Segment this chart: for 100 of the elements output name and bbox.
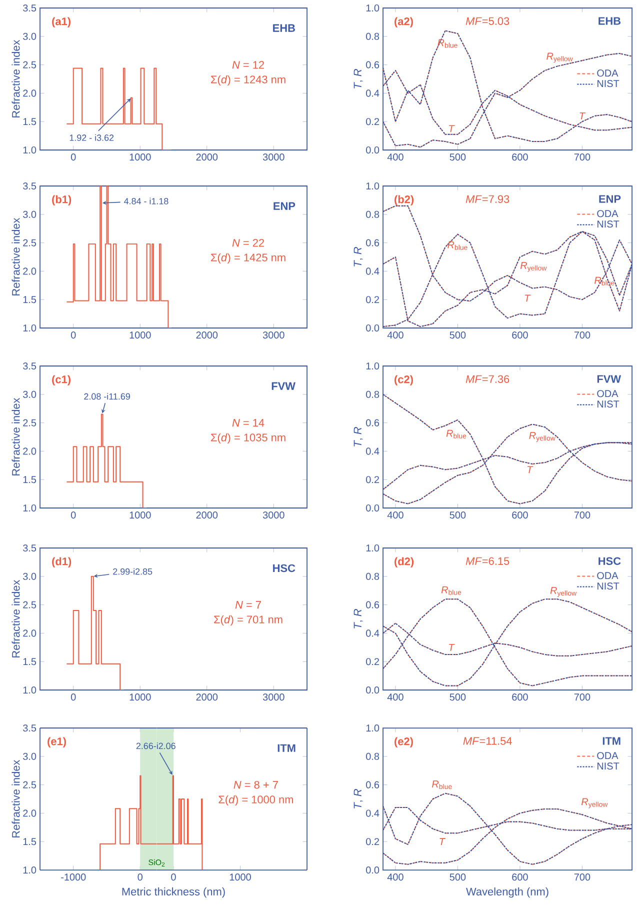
y-tick-label: 0.0 [366, 866, 380, 874]
y-tick-label: 0.4 [366, 630, 380, 637]
x-tick-label: 2000 [196, 154, 218, 161]
x-tick-label: 0 [70, 332, 76, 339]
annotation: Σ(d) = 1243 nm [211, 75, 286, 86]
annotation: (b1) [52, 195, 72, 206]
y-tick-label: 3.0 [23, 572, 36, 580]
x-tick-label: 400 [387, 332, 404, 339]
annotation: HSC [273, 564, 296, 572]
legend-label: NIST [597, 220, 620, 228]
annotation: R$_{blue}$ [594, 276, 614, 286]
annotation: ITM [278, 744, 296, 752]
y-tick-label: 0.6 [366, 601, 380, 608]
y-axis-title: Refractive index [12, 398, 20, 476]
annotation: ENP [599, 195, 621, 203]
x-tick-label: 3000 [262, 332, 284, 339]
annotation: R$_{yellow}$ [546, 52, 573, 63]
y-tick-label: 2.5 [23, 419, 36, 426]
annotation: 4.84 - i1.18 [124, 198, 168, 204]
y-tick-label: 0.2 [366, 296, 379, 304]
x-tick-label: 0 [138, 874, 142, 881]
y-tick-label: 3.5 [23, 4, 36, 12]
annotation: ITM [602, 737, 620, 745]
annotation: R$_{yellow}$ [581, 798, 608, 808]
x-tick-label: 2000 [196, 694, 218, 701]
y-tick-label: 3.0 [23, 390, 36, 398]
x-tick-label: 1000 [130, 512, 151, 519]
annotation: MF=5.03 [466, 17, 510, 25]
x-tick-label: 700 [574, 332, 590, 339]
annotation: N = 14 [232, 419, 264, 427]
y-tick-label: 0.8 [366, 32, 380, 40]
x-tick-label: 600 [512, 332, 528, 339]
y-tick-label: 0.4 [366, 90, 380, 97]
annotation: N = 7 [235, 601, 261, 609]
annotation: R$_{blue}$ [438, 39, 458, 48]
x-axis-title: Metric thickness (nm) [122, 887, 225, 898]
y-tick-label: 2.5 [23, 239, 36, 246]
y-tick-label: 0.4 [366, 810, 380, 817]
x-tick-label: 600 [512, 154, 528, 161]
annotation: N = 12 [232, 60, 264, 69]
annotation: R$_{blue}$ [446, 430, 466, 438]
legend-label: ODA [597, 390, 618, 398]
legend-label: NIST [597, 582, 620, 590]
annotation: MF=6.15 [466, 557, 510, 565]
y-tick-label: 0.8 [366, 572, 380, 580]
x-tick-label: 1000 [130, 694, 151, 701]
x-tick-label: 700 [574, 874, 590, 881]
y-axis-title: T, R [354, 426, 363, 446]
annotation: T [440, 838, 446, 846]
y-tick-label: 1.5 [23, 296, 36, 304]
annotation: FVW [597, 375, 622, 383]
y-axis-title: T, R [354, 246, 363, 266]
y-tick-label: 0.4 [366, 448, 380, 455]
y-tick-label: 0.6 [366, 61, 380, 68]
y-tick-label: 1.5 [23, 838, 36, 846]
annotation: MF=7.93 [466, 195, 510, 203]
y-tick-label: 3.5 [23, 182, 36, 190]
annotation: (d2) [394, 557, 414, 568]
annotation: Σ(d) = 1425 nm [211, 253, 286, 264]
y-tick-label: 2.0 [23, 268, 36, 275]
y-tick-label: 1.5 [23, 476, 36, 484]
y-tick-label: 2.0 [23, 630, 36, 637]
y-tick-label: 2.0 [23, 810, 36, 817]
x-tick-label: 0 [70, 694, 76, 701]
y-tick-label: 0.2 [366, 838, 379, 846]
annotation: 1.92 - i3.62 [70, 134, 114, 141]
x-tick-label: 600 [512, 512, 528, 519]
y-tick-label: 2.0 [23, 90, 36, 97]
annotation: (c2) [394, 375, 413, 386]
annotation: (a2) [394, 17, 413, 28]
annotation: EHB [598, 17, 621, 25]
annotation: R$_{blue}$ [432, 780, 452, 790]
annotation: Σ(d) = 701 nm [214, 615, 282, 626]
annotation: T [449, 644, 455, 651]
y-tick-label: 1.0 [366, 4, 380, 12]
y-tick-label: 1.0 [23, 146, 36, 154]
x-tick-label: 1000 [130, 154, 151, 161]
x-tick-label: 600 [512, 694, 528, 701]
x-tick-label: 3000 [262, 512, 284, 519]
x-tick-label: 400 [387, 512, 404, 519]
x-tick-label: 2000 [196, 332, 218, 339]
annotation: FVW [272, 382, 296, 390]
y-tick-label: 3.0 [23, 210, 36, 218]
annotation: 2.66-i2.06 [136, 742, 176, 750]
y-tick-label: 1.0 [366, 724, 380, 732]
x-tick-label: 1000 [130, 332, 151, 339]
x-tick-label: 500 [450, 512, 466, 519]
annotation: 2.99-i2.85 [113, 568, 152, 575]
legend-label: NIST [597, 762, 620, 770]
y-axis-title: Refractive index [12, 580, 20, 658]
annotation: R$_{yellow}$ [529, 432, 556, 442]
legend-label: ODA [597, 210, 618, 218]
y-tick-label: 0.8 [366, 390, 380, 398]
y-tick-label: 1.0 [366, 182, 380, 190]
y-tick-label: 0.0 [366, 686, 380, 694]
annotation: Σ(d) = 1000 nm [218, 795, 293, 806]
annotation: T [527, 466, 534, 474]
annotation: R$_{yellow}$ [550, 587, 577, 597]
y-tick-label: 1.0 [366, 362, 380, 370]
legend-label: NIST [597, 400, 620, 408]
